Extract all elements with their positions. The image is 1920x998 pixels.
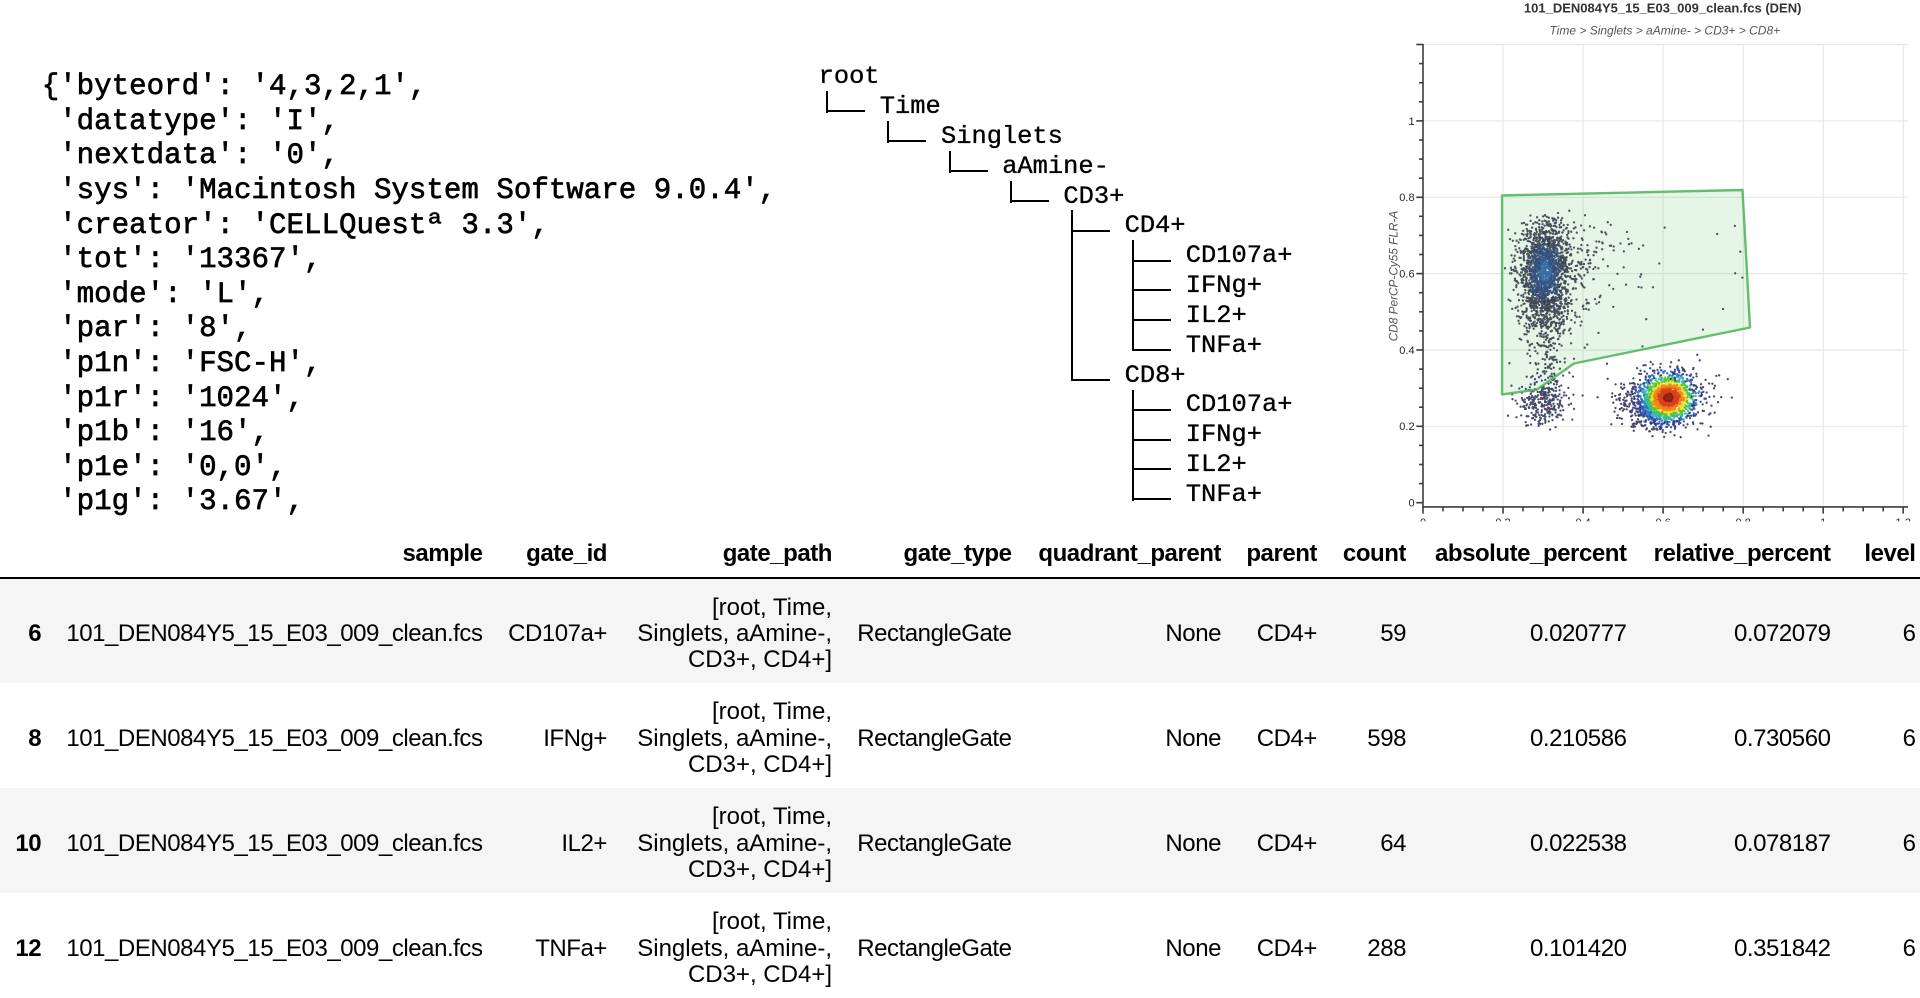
svg-text:0.2: 0.2	[1495, 517, 1510, 529]
svg-text:101_DEN084Y5_15_E03_009_clean.: 101_DEN084Y5_15_E03_009_clean.fcs (DEN)	[1524, 1, 1802, 16]
svg-text:0: 0	[1408, 498, 1414, 510]
svg-text:0.6: 0.6	[1399, 269, 1414, 281]
svg-text:0.8: 0.8	[1736, 517, 1751, 529]
svg-text:0.8: 0.8	[1399, 192, 1414, 204]
svg-text:CD8 PerCP-Cy55 FLR-A: CD8 PerCP-Cy55 FLR-A	[1387, 211, 1401, 342]
svg-text:1.2: 1.2	[1896, 517, 1911, 529]
svg-text:0.4: 0.4	[1399, 345, 1414, 357]
svg-text:0.4: 0.4	[1575, 517, 1590, 529]
svg-text:0: 0	[1420, 517, 1426, 529]
svg-text:0.6: 0.6	[1655, 517, 1670, 529]
svg-text:Time > Singlets > aAmine- > CD: Time > Singlets > aAmine- > CD3+ > CD8+	[1549, 23, 1780, 37]
svg-text:1: 1	[1820, 517, 1826, 529]
svg-text:0.2: 0.2	[1399, 421, 1414, 433]
svg-text:1: 1	[1408, 116, 1414, 128]
